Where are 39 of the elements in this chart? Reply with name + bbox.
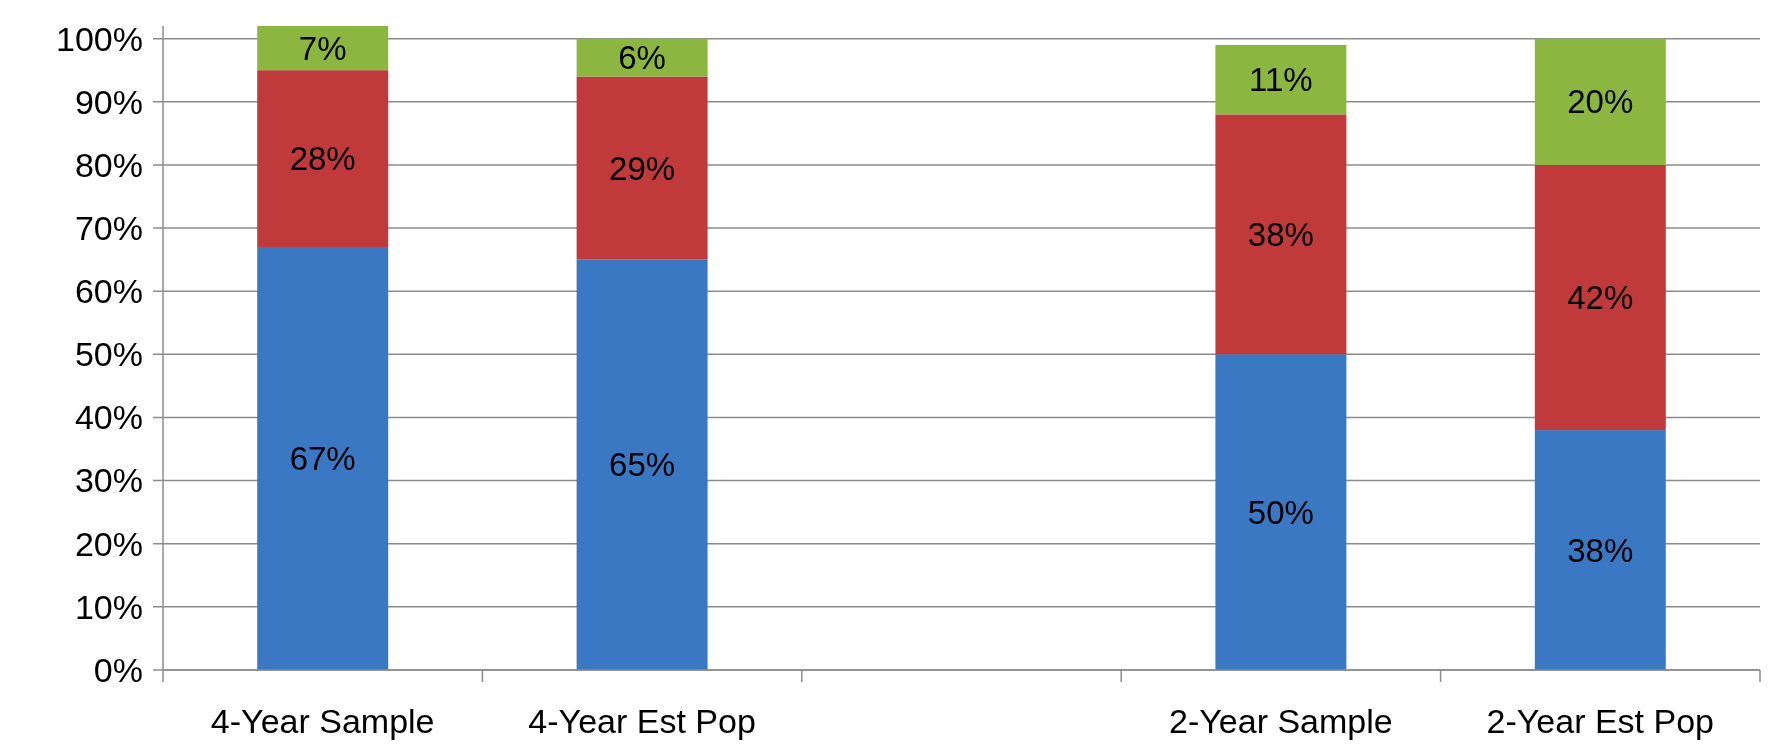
x-tick-label: 4-Year Sample [210,702,435,740]
data-label: 20% [1567,83,1634,121]
bar [257,246,389,670]
bar [1534,164,1666,431]
y-tick-label: 50% [74,335,143,374]
bar [1215,354,1347,670]
data-label: 67% [289,440,356,478]
data-label: 38% [1567,531,1634,569]
data-label: 28% [289,140,356,178]
data-label: 65% [609,446,676,484]
y-tick-label: 40% [74,398,143,437]
data-label: 29% [609,149,676,187]
y-tick-label: 20% [74,524,143,563]
data-label: 38% [1247,215,1314,253]
y-tick-label: 10% [74,587,143,626]
x-tick-label: 2-Year Est Pop [1486,702,1715,740]
x-tick-label: 4-Year Est Pop [528,702,756,740]
bar [576,76,708,260]
data-label: 11% [1249,61,1313,99]
bar [1215,114,1347,355]
data-label: 7% [298,29,347,67]
y-tick-label: 60% [74,272,143,311]
y-tick-label: 70% [74,208,143,247]
bar [1534,430,1666,670]
bar [576,38,708,77]
bar [1215,44,1347,115]
bar [257,70,389,247]
y-tick-label: 30% [74,461,143,500]
data-label: 50% [1247,493,1314,531]
data-label: 42% [1567,279,1634,317]
data-label: 6% [618,39,666,77]
bar [576,259,708,670]
x-tick-label: 2-Year Sample [1169,702,1393,740]
bar [1534,38,1666,165]
y-tick-label: 80% [74,145,143,184]
y-tick-label: 100% [56,19,143,58]
y-tick-label: 0% [93,650,143,689]
y-tick-label: 90% [74,82,143,121]
bar [257,26,389,71]
